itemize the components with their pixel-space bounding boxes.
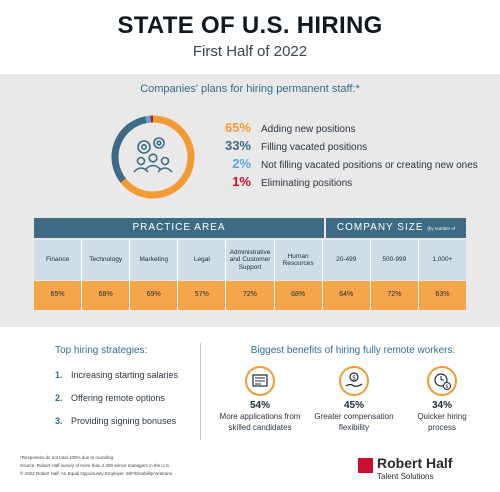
practice-area-header: PRACTICE AREA [34,218,324,238]
legend-pct: 65% [224,120,251,135]
legend-row-adding: 65% Adding new positions [213,120,356,136]
donut-slice-0 [120,115,195,199]
list-number: 1. [55,370,63,380]
table-cell: 72% [371,281,419,310]
benefit-line1: Greater compensation [314,412,394,421]
benefit-item: $ 34% Quicker hiring process [398,365,486,432]
benefit-pct: 45% [343,400,364,411]
table-row: 65% 68% 69% 57% 72% 68% 64% 72% 63% [34,281,466,310]
table-cell: 57% [178,281,227,310]
column-header: Marketing [130,240,179,280]
logo-mark-icon [358,458,373,473]
benefit-line1: Quicker hiring [417,412,467,421]
legend-label: Not filling vacated positions or creatin… [261,160,478,171]
table-cell: 68% [275,281,323,310]
svg-text:$: $ [352,374,356,381]
list-number: 3. [55,416,63,426]
strategies-title: Top hiring strategies: [55,345,148,356]
company-size-header: COMPANY SIZE (by number of employees) [326,218,466,252]
column-header: 500-999 [371,240,419,280]
benefit-pct: 34% [431,400,452,411]
plans-heading: Companies' plans for hiring permanent st… [140,83,360,95]
money-hand-icon: $ [339,366,369,396]
column-header: Finance [34,240,83,280]
legend-label: Eliminating positions [261,178,353,189]
legend-row-not-filling: 2% Not filling vacated positions or crea… [213,156,478,172]
list-number: 2. [55,393,63,403]
footnote: Source: Robert Half survey of more than … [20,463,171,468]
clock-dollar-icon: $ [427,366,457,396]
list-label: Increasing starting salaries [71,370,179,380]
column-header: Technology [82,240,131,280]
benefit-pct: 54% [249,400,270,411]
page-subtitle: First Half of 2022 [192,43,308,60]
donut-slice-2 [145,115,151,124]
logo-tagline: Talent Solutions [377,472,434,481]
hiring-plans-donut [111,115,195,199]
benefits-title: Biggest benefits of hiring fully remote … [250,345,456,356]
logo-name: Robert Half [377,455,453,471]
footnote: © 2022 Robert Half. An Equal Opportunity… [20,471,173,476]
legend-label: Adding new positions [261,124,356,135]
table-header-row: Finance Technology Marketing Legal Admin… [34,240,466,280]
legend-pct: 1% [232,174,251,189]
column-header: Administrative and Customer Support [226,240,275,280]
column-header: Legal [178,240,227,280]
donut-slice-1 [111,116,147,183]
table-cell: 65% [34,281,83,310]
document-icon [245,366,275,396]
column-header: 20-499 [323,240,371,280]
legend-pct: 2% [232,156,251,171]
table-cell: 64% [323,281,371,310]
gears-people-icon [133,137,173,173]
divider [200,343,201,440]
benefit-line2: process [427,422,456,432]
benefit-line2: flexibility [338,422,370,432]
table-cell: 63% [435,291,450,299]
hiring-table: PRACTICE AREA COMPANY SIZE (by number of… [34,218,466,310]
company-size-label: COMPANY SIZE [336,222,424,233]
benefit-item: 54% More applications from skilled candi… [216,365,304,432]
list-label: Offering remote options [71,393,165,403]
benefit-line1: More applications from [219,412,301,421]
list-item: 2. Offering remote options [55,393,165,403]
svg-text:$: $ [445,384,448,390]
legend-row-filling: 33% Filling vacated positions [213,138,367,154]
column-header: 1,000+ [432,256,453,264]
table-cell: 69% [130,281,179,310]
benefit-line2: skilled candidates [228,422,292,432]
legend-pct: 33% [224,138,251,153]
column-header: Human Resources [275,240,323,280]
benefit-item: $ 45% Greater compensation flexibility [310,365,398,432]
list-label: Providing signing bonuses [71,416,177,426]
robert-half-logo: Robert Half Talent Solutions [358,455,488,485]
legend-label: Filling vacated positions [261,142,368,153]
table-cell: 68% [82,281,131,310]
header: STATE OF U.S. HIRING First Half of 2022 [0,0,500,74]
page-title: STATE OF U.S. HIRING [117,12,383,39]
list-item: 3. Providing signing bonuses [55,416,176,426]
footnote: *Responses do not total 100% due to roun… [20,455,115,460]
table-cell: 72% [226,281,275,310]
legend-row-eliminating: 1% Eliminating positions [213,174,352,190]
list-item: 1. Increasing starting salaries [55,370,178,380]
